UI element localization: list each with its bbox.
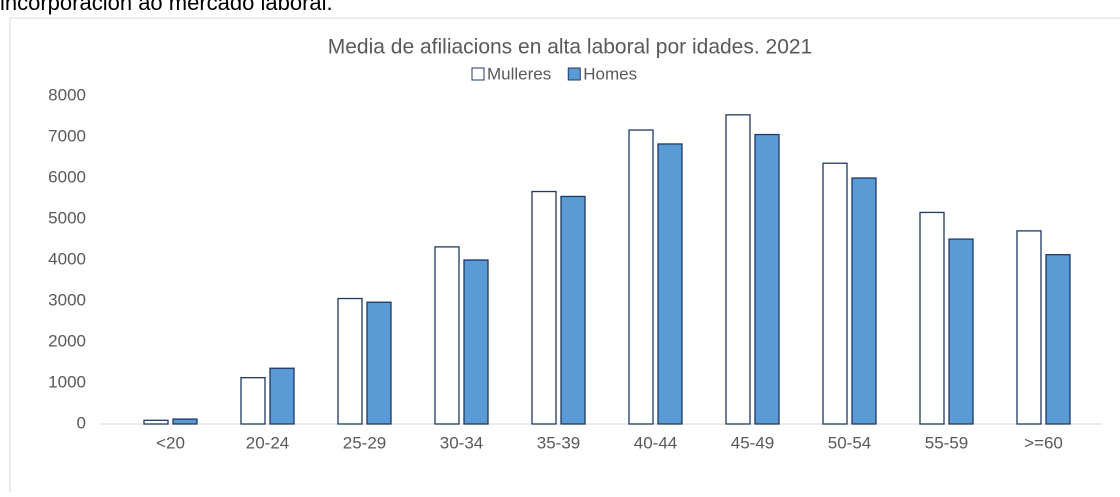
bar xyxy=(143,419,169,425)
x-tick-label: >=60 xyxy=(1024,433,1063,452)
y-tick-label: 1000 xyxy=(48,372,86,391)
bar xyxy=(463,259,489,425)
chart-title: Media de afiliacions en alta laboral por… xyxy=(328,36,813,59)
bar xyxy=(657,143,683,425)
x-tick-label: 25-29 xyxy=(343,433,386,452)
legend-swatch xyxy=(471,67,485,81)
y-tick-label: 4000 xyxy=(48,249,86,268)
bar xyxy=(269,367,295,425)
bar xyxy=(1045,254,1071,425)
x-tick-label: 45-49 xyxy=(731,433,774,452)
bar xyxy=(337,297,363,425)
bar xyxy=(366,301,392,425)
x-tick-label: 20-24 xyxy=(246,433,289,452)
bar xyxy=(919,211,945,425)
bar xyxy=(240,377,266,425)
y-tick-label: 3000 xyxy=(48,290,86,309)
bar xyxy=(754,133,780,425)
y-tick-label: 2000 xyxy=(48,331,86,350)
bar xyxy=(628,129,654,425)
x-tick-label: 40-44 xyxy=(634,433,677,452)
y-tick-label: 6000 xyxy=(48,167,86,186)
bar xyxy=(1016,230,1042,425)
bar xyxy=(531,190,557,425)
y-tick-label: 8000 xyxy=(48,85,86,104)
x-tick-label: <20 xyxy=(156,433,185,452)
x-tick-label: 30-34 xyxy=(440,433,483,452)
y-tick-label: 5000 xyxy=(48,208,86,227)
bar xyxy=(851,177,877,425)
x-tick-label: 55-59 xyxy=(925,433,968,452)
legend-label: Homes xyxy=(583,64,637,83)
x-tick-label: 35-39 xyxy=(537,433,580,452)
chart-frame xyxy=(9,17,1120,497)
bar xyxy=(172,418,198,425)
bar xyxy=(822,162,848,425)
x-tick-label: 50-54 xyxy=(828,433,871,452)
bar xyxy=(434,246,460,425)
legend-swatch xyxy=(567,67,581,81)
document-text: incorporación ao mercado laboral. xyxy=(0,0,333,15)
y-tick-label: 7000 xyxy=(48,126,86,145)
bar xyxy=(725,114,751,425)
bar xyxy=(948,238,974,425)
y-tick-label: 0 xyxy=(77,413,86,432)
legend-label: Mulleres xyxy=(487,64,551,83)
bar xyxy=(560,195,586,425)
